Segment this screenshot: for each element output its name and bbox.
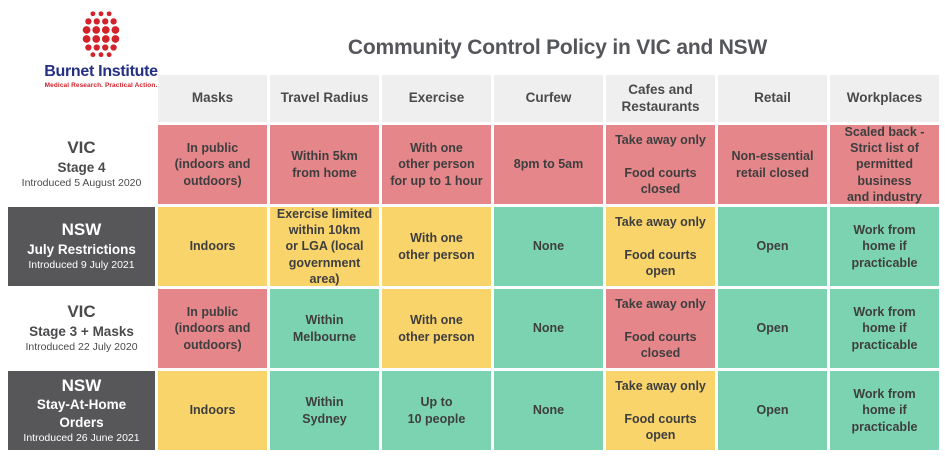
column-header-exercise: Exercise [382, 75, 491, 122]
cell-vic-stage4-travel: Within 5km from home [270, 125, 379, 204]
cell-nsw-july-masks: Indoors [158, 207, 267, 286]
cell-vic-stage4-exercise: With one other person for up to 1 hour [382, 125, 491, 204]
row-region: VIC [67, 302, 96, 322]
column-header-retail: Retail [718, 75, 827, 122]
cell-vic-stage3-travel: Within Melbourne [270, 289, 379, 368]
row-note: Introduced 9 July 2021 [28, 259, 135, 272]
globe-dots-icon [82, 11, 120, 58]
cell-nsw-july-cafes: Take away only Food courts open [606, 207, 715, 286]
row-label-vic-stage4: VIC Stage 4 Introduced 5 August 2020 [8, 125, 155, 204]
cell-vic-stage4-masks: In public (indoors and outdoors) [158, 125, 267, 204]
cell-vic-stage4-workplaces: Scaled back - Strict list of permitted b… [830, 125, 939, 204]
column-header-travel-radius: Travel Radius [270, 75, 379, 122]
row-subtitle: July Restrictions [27, 241, 136, 257]
table-corner [8, 75, 155, 122]
column-header-masks: Masks [158, 75, 267, 122]
cell-vic-stage3-exercise: With one other person [382, 289, 491, 368]
burnet-institute-logo: Burnet Institute Medical Research. Pract… [34, 6, 168, 89]
cell-nsw-july-retail: Open [718, 207, 827, 286]
row-note: Introduced 26 June 2021 [23, 432, 140, 445]
row-label-nsw-july: NSW July Restrictions Introduced 9 July … [8, 207, 155, 286]
row-subtitle: Stay-At-Home Orders [36, 396, 127, 430]
policy-table: Masks Travel Radius Exercise Curfew Cafe… [8, 75, 939, 450]
cell-nsw-stayhome-curfew: None [494, 371, 603, 450]
cell-nsw-stayhome-cafes: Take away only Food courts open [606, 371, 715, 450]
cell-nsw-july-exercise: With one other person [382, 207, 491, 286]
logo-name: Burnet Institute [44, 63, 158, 80]
cell-nsw-stayhome-exercise: Up to 10 people [382, 371, 491, 450]
cell-nsw-july-workplaces: Work from home if practicable [830, 207, 939, 286]
cell-nsw-stayhome-masks: Indoors [158, 371, 267, 450]
cell-vic-stage4-retail: Non-essential retail closed [718, 125, 827, 204]
row-subtitle: Stage 3 + Masks [29, 323, 134, 339]
page-title: Community Control Policy in VIC and NSW [347, 36, 768, 60]
cell-vic-stage3-masks: In public (indoors and outdoors) [158, 289, 267, 368]
logo-tagline: Medical Research. Practical Action. [44, 81, 158, 89]
cell-vic-stage3-cafes: Take away only Food courts closed [606, 289, 715, 368]
column-header-curfew: Curfew [494, 75, 603, 122]
cell-vic-stage3-retail: Open [718, 289, 827, 368]
cell-vic-stage4-curfew: 8pm to 5am [494, 125, 603, 204]
row-label-nsw-stayhome: NSW Stay-At-Home Orders Introduced 26 Ju… [8, 371, 155, 450]
column-header-cafes-restaurants: Cafes and Restaurants [606, 75, 715, 122]
row-region: NSW [61, 375, 102, 395]
cell-vic-stage3-workplaces: Work from home if practicable [830, 289, 939, 368]
column-header-workplaces: Workplaces [830, 75, 939, 122]
cell-nsw-july-curfew: None [494, 207, 603, 286]
row-label-vic-stage3: VIC Stage 3 + Masks Introduced 22 July 2… [8, 289, 155, 368]
row-note: Introduced 22 July 2020 [25, 341, 138, 354]
row-region: VIC [67, 138, 96, 158]
cell-nsw-stayhome-workplaces: Work from home if practicable [830, 371, 939, 450]
cell-nsw-july-travel: Exercise limited within 10km or LGA (loc… [270, 207, 379, 286]
row-subtitle: Stage 4 [57, 159, 106, 175]
row-region: NSW [61, 220, 102, 240]
row-note: Introduced 5 August 2020 [21, 177, 142, 190]
cell-nsw-stayhome-retail: Open [718, 371, 827, 450]
cell-vic-stage4-cafes: Take away only Food courts closed [606, 125, 715, 204]
cell-vic-stage3-curfew: None [494, 289, 603, 368]
cell-nsw-stayhome-travel: Within Sydney [270, 371, 379, 450]
